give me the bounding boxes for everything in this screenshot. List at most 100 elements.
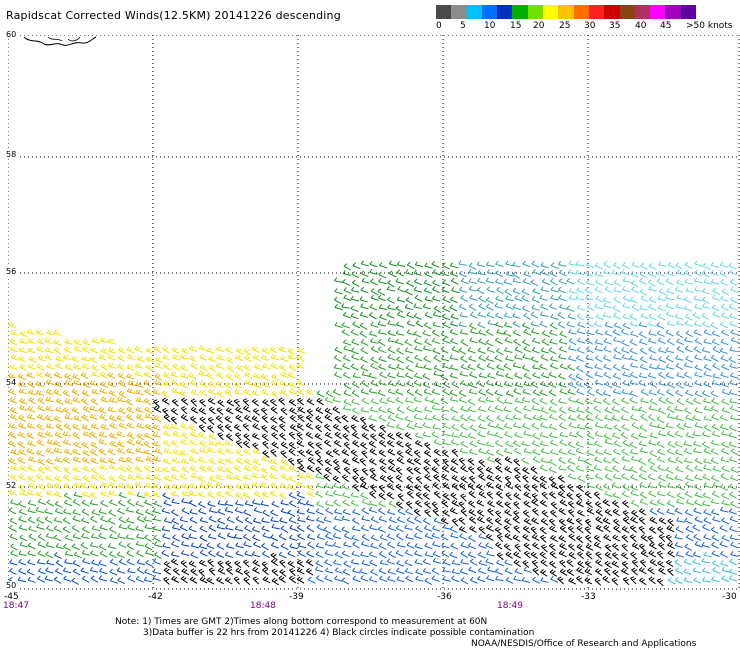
wind-barb: [37, 404, 46, 412]
wind-barb: [154, 362, 163, 369]
wind-barb: [27, 489, 36, 496]
wind-barb: [379, 465, 387, 474]
wind-barb: [244, 458, 252, 466]
wind-barb: [558, 456, 566, 465]
wind-barb: [656, 578, 664, 587]
lon-label-minus30: -30: [722, 592, 737, 602]
wind-barb: [171, 498, 180, 505]
wind-barb: [666, 430, 675, 438]
wind-barb: [523, 270, 532, 278]
wind-barb: [514, 406, 522, 414]
wind-barb: [63, 508, 72, 515]
wind-barb: [730, 336, 740, 344]
wind-barb: [656, 278, 665, 286]
wind-barb: [639, 288, 648, 296]
time-label-1: 18:47: [3, 601, 29, 611]
wind-barb: [316, 524, 325, 532]
wind-barb: [683, 422, 692, 429]
wind-barb: [487, 319, 496, 326]
wind-barb: [19, 541, 28, 548]
wind-barb: [62, 389, 71, 397]
wind-barb: [712, 567, 721, 574]
wind-barb: [153, 405, 162, 413]
wind-barb: [405, 533, 414, 540]
wind-barb: [351, 415, 359, 423]
wind-barb: [674, 440, 683, 448]
wind-barb: [406, 261, 415, 270]
wind-barb: [396, 261, 406, 267]
wind-barb: [728, 432, 737, 439]
wind-barb: [701, 441, 710, 449]
wind-barb: [585, 519, 592, 528]
wind-barb: [559, 388, 568, 395]
wind-barb: [711, 398, 720, 405]
wind-barb: [649, 363, 658, 370]
wind-barb: [71, 577, 80, 585]
wind-barb: [666, 338, 675, 346]
wind-barb: [17, 381, 27, 388]
wind-barb: [621, 339, 630, 347]
wind-barb: [73, 441, 82, 449]
wind-barb: [676, 279, 685, 286]
wind-barb: [144, 534, 152, 542]
wind-barb: [710, 457, 719, 465]
wind-barb: [100, 381, 109, 389]
scale-label-9: 45: [660, 21, 672, 31]
wind-barb: [253, 363, 262, 371]
wind-barb: [37, 550, 46, 558]
wind-barb: [378, 449, 386, 458]
wind-barb: [621, 552, 629, 560]
wind-barb: [558, 294, 567, 302]
wind-barb: [36, 516, 45, 524]
wind-barb: [161, 550, 170, 558]
wind-barb: [595, 388, 604, 396]
wind-barb: [676, 517, 685, 523]
wind-barb: [631, 422, 640, 430]
wind-barb: [404, 347, 414, 354]
wind-barb: [163, 567, 171, 575]
wind-barb: [37, 541, 46, 548]
wind-barb: [639, 363, 648, 371]
wind-barb: [170, 423, 179, 430]
wind-barb: [242, 423, 250, 431]
wind-barb: [656, 441, 665, 448]
wind-barb: [539, 363, 548, 371]
wind-barb: [72, 396, 81, 403]
scale-label-8: 40: [635, 21, 647, 31]
wind-barb: [666, 389, 674, 397]
wind-barb: [54, 501, 63, 508]
wind-barb: [576, 535, 584, 544]
wind-barb: [91, 509, 100, 516]
wind-barb: [710, 405, 719, 413]
wind-barb: [451, 499, 460, 507]
wind-barb: [406, 380, 415, 388]
note-line-2: 3)Data buffer is 22 hrs from 20141226 4)…: [143, 628, 535, 638]
wind-barb: [622, 313, 631, 320]
wind-barb: [163, 363, 171, 371]
wind-barb: [594, 379, 604, 386]
wind-barb: [712, 346, 721, 354]
wind-barb: [514, 568, 523, 575]
wind-barb: [531, 440, 540, 448]
wind-barb: [136, 550, 144, 558]
wind-barb: [665, 302, 674, 310]
wind-barb: [404, 559, 413, 567]
wind-barb: [674, 507, 683, 515]
wind-barb: [674, 577, 683, 585]
wind-barb: [370, 294, 379, 301]
wind-barb: [378, 500, 387, 508]
wind-barb: [118, 422, 127, 429]
wind-barb: [558, 398, 567, 404]
wind-barb: [271, 577, 280, 586]
wind-barb: [558, 550, 567, 558]
wind-barb: [719, 270, 728, 278]
wind-barb: [342, 339, 352, 346]
wind-barb: [37, 413, 46, 421]
wind-barb: [395, 474, 403, 483]
wind-barb: [675, 389, 684, 397]
wind-barb: [701, 312, 710, 320]
wind-barb: [37, 397, 46, 405]
wind-barb: [721, 329, 730, 337]
wind-barb: [118, 558, 127, 566]
wind-barb: [53, 347, 62, 355]
